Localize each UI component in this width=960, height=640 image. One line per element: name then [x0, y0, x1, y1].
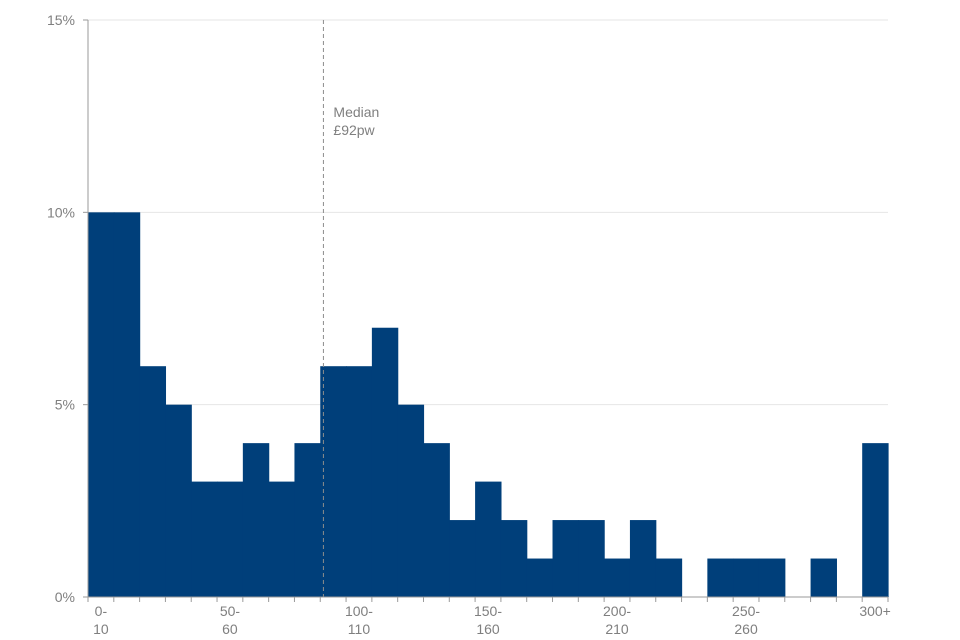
bar-30-40 — [165, 404, 192, 597]
bar-0-10 — [88, 212, 115, 598]
x-tick-label: 100- — [345, 603, 373, 619]
gridlines — [88, 19, 888, 406]
bar-280-290 — [810, 558, 837, 597]
bar-60-70 — [242, 443, 270, 597]
bar-50-60 — [217, 481, 244, 597]
bar-190-200 — [578, 520, 605, 597]
y-tick-label: 5% — [55, 397, 75, 413]
bar-180-190 — [552, 520, 579, 597]
bar-150-160 — [475, 481, 502, 597]
bar-170-180 — [526, 558, 554, 597]
bar-70-80 — [268, 481, 296, 597]
bar-140-150 — [449, 520, 476, 597]
x-tick-label-line2: 60 — [222, 621, 238, 637]
median-value-label: £92pw — [333, 122, 375, 138]
x-tick-label-line2: 110 — [348, 621, 371, 637]
bar-120-130 — [397, 404, 425, 597]
bars — [88, 212, 889, 598]
y-tick-label: 0% — [55, 589, 75, 605]
x-tick-label: 200- — [603, 603, 631, 619]
bar-130-140 — [423, 443, 450, 597]
bar-250-260 — [733, 558, 760, 597]
bar-300+ — [862, 443, 889, 597]
y-tick-label: 10% — [47, 204, 75, 220]
x-tick-label: 150- — [474, 603, 502, 619]
bar-160-170 — [500, 520, 528, 597]
x-tick-label: 50- — [220, 603, 241, 619]
bar-40-50 — [191, 481, 218, 597]
bar-110-120 — [371, 327, 399, 597]
bar-90-100 — [320, 366, 347, 597]
bar-100-110 — [346, 366, 373, 597]
median-annotation: Median £92pw — [322, 20, 379, 597]
bar-220-230 — [655, 558, 683, 597]
bar-210-220 — [629, 520, 657, 597]
x-tick-label-line2: 10 — [93, 621, 109, 637]
x-tick-label: 300+ — [859, 603, 891, 619]
bar-20-30 — [139, 366, 167, 597]
bar-240-250 — [707, 558, 734, 597]
bar-260-270 — [758, 558, 786, 597]
y-tick-label: 15% — [47, 12, 75, 28]
x-tick-label-line2: 160 — [476, 621, 500, 637]
x-tick-label-line2: 210 — [605, 621, 629, 637]
bar-80-90 — [294, 443, 321, 597]
axes — [83, 19, 889, 602]
x-tick-label-line2: 260 — [734, 621, 758, 637]
bar-10-20 — [113, 212, 141, 598]
median-label: Median — [333, 104, 379, 120]
tick-labels: 0% 5% 10% 15% 0- 10 50- 60 100- 110 150- 160 200- 210… — [47, 12, 891, 637]
bar-200-210 — [604, 558, 631, 597]
x-tick-label: 250- — [732, 603, 760, 619]
x-tick-label: 0- — [95, 603, 108, 619]
